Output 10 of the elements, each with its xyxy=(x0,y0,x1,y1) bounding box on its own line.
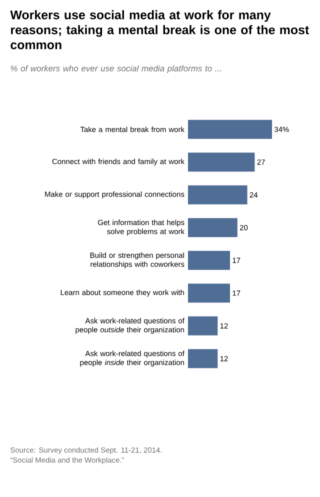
text: % of workers who ever use social media platforms to ... xyxy=(10,65,221,74)
bar xyxy=(188,218,238,238)
bar xyxy=(188,152,255,172)
bar xyxy=(188,250,230,270)
bar xyxy=(188,120,272,139)
bar xyxy=(188,284,230,303)
bar xyxy=(188,349,218,368)
bar xyxy=(188,316,218,336)
bar xyxy=(188,185,248,204)
chart-title: Workers use social media at work for many reasons; taking a mental break is one of the most common xyxy=(10,10,309,50)
